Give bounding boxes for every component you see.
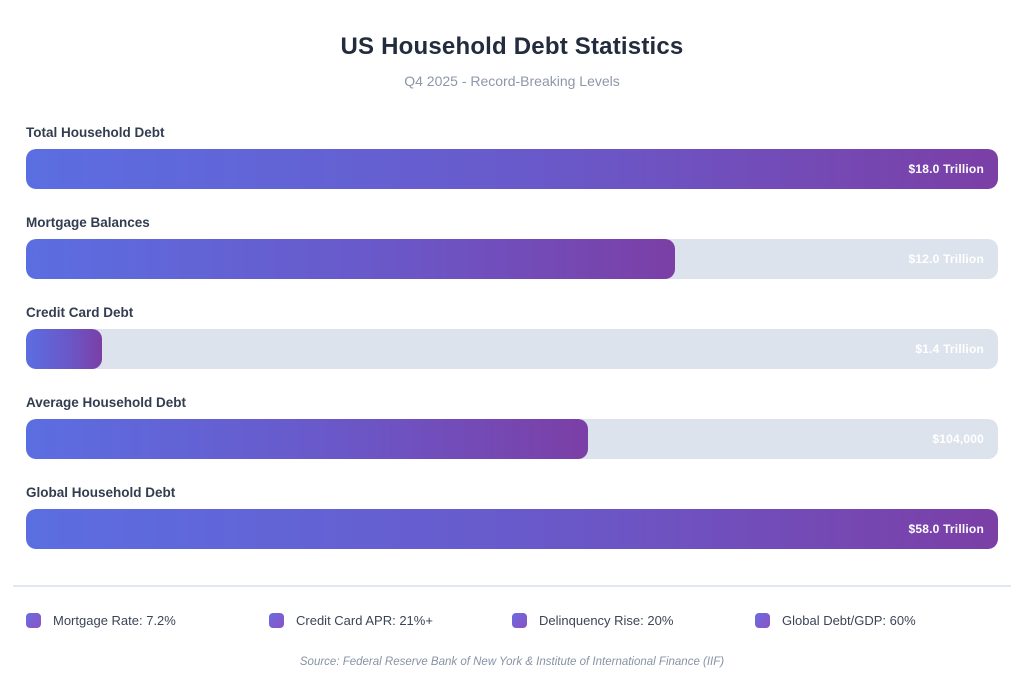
- legend-swatch-icon: [512, 613, 527, 628]
- source-attribution: Source: Federal Reserve Bank of New York…: [299, 656, 725, 668]
- bar-track: $1.4 Trillion: [26, 329, 998, 369]
- bar-value: $104,000: [932, 432, 984, 446]
- legend-item-global-debt-gdp: Global Debt/GDP: 60%: [755, 613, 998, 628]
- divider: [13, 585, 1011, 587]
- bar-track: $58.0 Trillion: [26, 509, 998, 549]
- bar-value: $18.0 Trillion: [908, 162, 984, 176]
- legend-label: Mortgage Rate: 7.2%: [53, 613, 176, 628]
- bar-value: $12.0 Trillion: [908, 252, 984, 266]
- page-title: US Household Debt Statistics: [340, 33, 684, 60]
- bar-row-average-household-debt: Average Household Debt $104,000: [26, 395, 998, 459]
- bar-row-total-household-debt: Total Household Debt $18.0 Trillion: [26, 125, 998, 189]
- legend-label: Credit Card APR: 21%+: [296, 613, 433, 628]
- bar-track: $104,000: [26, 419, 998, 459]
- bar-chart: Total Household Debt $18.0 Trillion Mort…: [26, 125, 998, 549]
- legend-label: Global Debt/GDP: 60%: [782, 613, 916, 628]
- bar-row-credit-card-debt: Credit Card Debt $1.4 Trillion: [26, 305, 998, 369]
- legend-swatch-icon: [755, 613, 770, 628]
- legend-label: Delinquency Rise: 20%: [539, 613, 674, 628]
- legend-swatch-icon: [269, 613, 284, 628]
- legend-item-mortgage-rate: Mortgage Rate: 7.2%: [26, 613, 269, 628]
- bar-value: $1.4 Trillion: [915, 342, 984, 356]
- bar-label: Credit Card Debt: [26, 305, 134, 320]
- bar-row-global-household-debt: Global Household Debt $58.0 Trillion: [26, 485, 998, 549]
- bar-value: $58.0 Trillion: [908, 522, 984, 536]
- legend-item-delinquency-rise: Delinquency Rise: 20%: [512, 613, 755, 628]
- chart-header: US Household Debt Statistics Q4 2025 - R…: [26, 0, 998, 89]
- bar-row-mortgage-balances: Mortgage Balances $12.0 Trillion: [26, 215, 998, 279]
- bar-fill: [26, 509, 998, 549]
- bar-fill: [26, 329, 102, 369]
- legend: Mortgage Rate: 7.2% Credit Card APR: 21%…: [26, 613, 998, 628]
- bar-track: $18.0 Trillion: [26, 149, 998, 189]
- bar-fill: [26, 149, 998, 189]
- legend-swatch-icon: [26, 613, 41, 628]
- bar-fill: [26, 239, 676, 279]
- bar-label: Average Household Debt: [26, 395, 187, 410]
- page-subtitle: Q4 2025 - Record-Breaking Levels: [404, 73, 620, 89]
- bar-fill: [26, 419, 588, 459]
- bar-label: Global Household Debt: [26, 485, 176, 500]
- legend-item-credit-card-apr: Credit Card APR: 21%+: [269, 613, 512, 628]
- bar-track: $12.0 Trillion: [26, 239, 998, 279]
- bar-label: Mortgage Balances: [26, 215, 150, 230]
- bar-label: Total Household Debt: [26, 125, 165, 140]
